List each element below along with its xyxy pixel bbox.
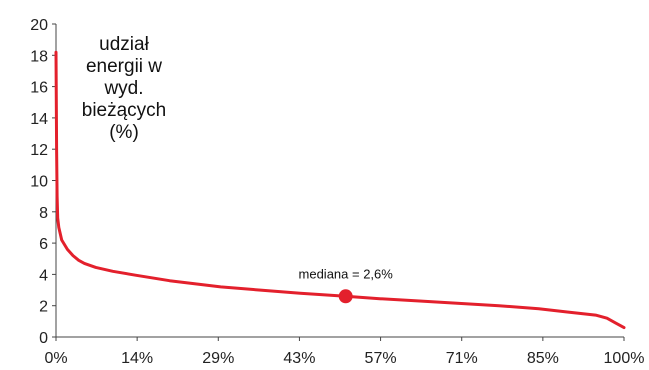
x-tick-label: 0% <box>44 350 67 367</box>
y-axis-label: udział energii w wyd. bieżących (%) <box>82 34 167 143</box>
y-tick-label: 0 <box>39 330 48 347</box>
y-tick-label: 2 <box>39 299 48 316</box>
x-tick-label: 14% <box>121 350 153 367</box>
y-axis-label-line: (%) <box>109 122 139 143</box>
x-tick-label: 29% <box>202 350 234 367</box>
x-tick-label: 43% <box>283 350 315 367</box>
x-tick-label: 71% <box>446 350 478 367</box>
x-axis-ticks: 0% 14% 29% 43% 57% 71% 85% 100% <box>44 337 644 367</box>
y-tick-label: 6 <box>39 236 48 253</box>
y-tick-label: 12 <box>30 142 48 159</box>
x-tick-label: 85% <box>527 350 559 367</box>
y-axis-label-line: bieżących <box>82 100 167 121</box>
y-axis-label-line: energii w <box>86 56 162 77</box>
y-axis-label-line: wyd. <box>103 78 143 99</box>
series-line <box>54 50 626 330</box>
y-tick-label: 8 <box>39 205 48 222</box>
y-tick-label: 4 <box>39 267 48 284</box>
y-tick-label: 14 <box>30 111 48 128</box>
y-tick-label: 20 <box>30 17 48 34</box>
x-tick-label: 100% <box>604 350 645 367</box>
y-axis-ticks: 0 2 4 6 8 10 12 14 16 18 20 <box>30 17 56 347</box>
y-axis-label-line: udział <box>99 34 149 55</box>
x-tick-label: 57% <box>365 350 397 367</box>
y-tick-label: 10 <box>30 174 48 191</box>
median-marker <box>338 289 353 304</box>
y-tick-label: 16 <box>30 80 48 97</box>
median-annotation: mediana = 2,6% <box>299 266 394 281</box>
y-tick-label: 18 <box>30 48 48 65</box>
